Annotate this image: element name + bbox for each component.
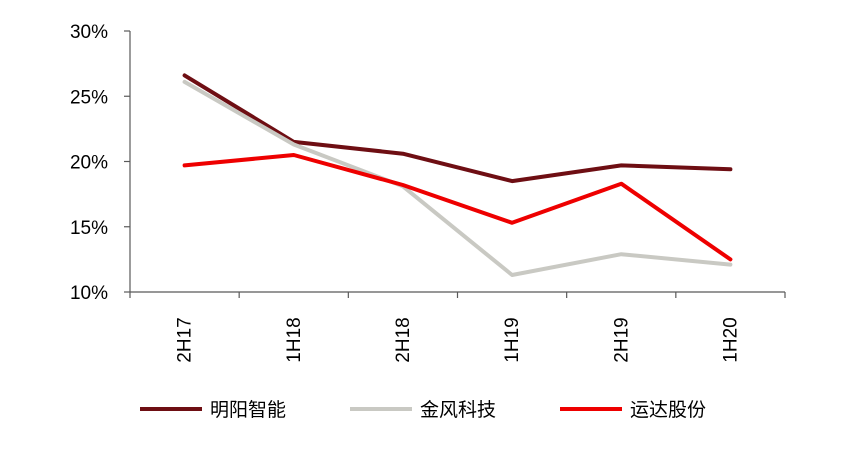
legend-label: 金风科技 <box>420 399 496 421</box>
series-lines <box>182 73 733 277</box>
y-tick-label: 30% <box>70 22 108 43</box>
series-line <box>182 153 733 262</box>
y-tick-label: 20% <box>70 153 108 174</box>
legend-label: 明阳智能 <box>210 399 286 421</box>
x-category-label: 1H20 <box>720 317 741 362</box>
y-tick-label: 15% <box>70 218 108 239</box>
x-category-label: 1H19 <box>502 317 523 362</box>
series-line <box>182 79 733 277</box>
x-category-label: 2H17 <box>175 317 196 362</box>
x-category-label: 1H18 <box>284 317 305 362</box>
y-tick-label: 25% <box>70 87 108 108</box>
x-category-label: 2H19 <box>611 317 632 362</box>
y-tick-label: 10% <box>70 283 108 304</box>
legend-label: 运达股份 <box>630 399 706 421</box>
legend: 明阳智能 金风科技 运达股份 <box>140 399 706 421</box>
x-category-label: 2H18 <box>393 317 414 362</box>
series-line <box>182 73 733 184</box>
axes: 10% 15% 20% 25% 30% 2H17 1H18 2H18 1H19 2H19 1H20 <box>70 22 786 363</box>
